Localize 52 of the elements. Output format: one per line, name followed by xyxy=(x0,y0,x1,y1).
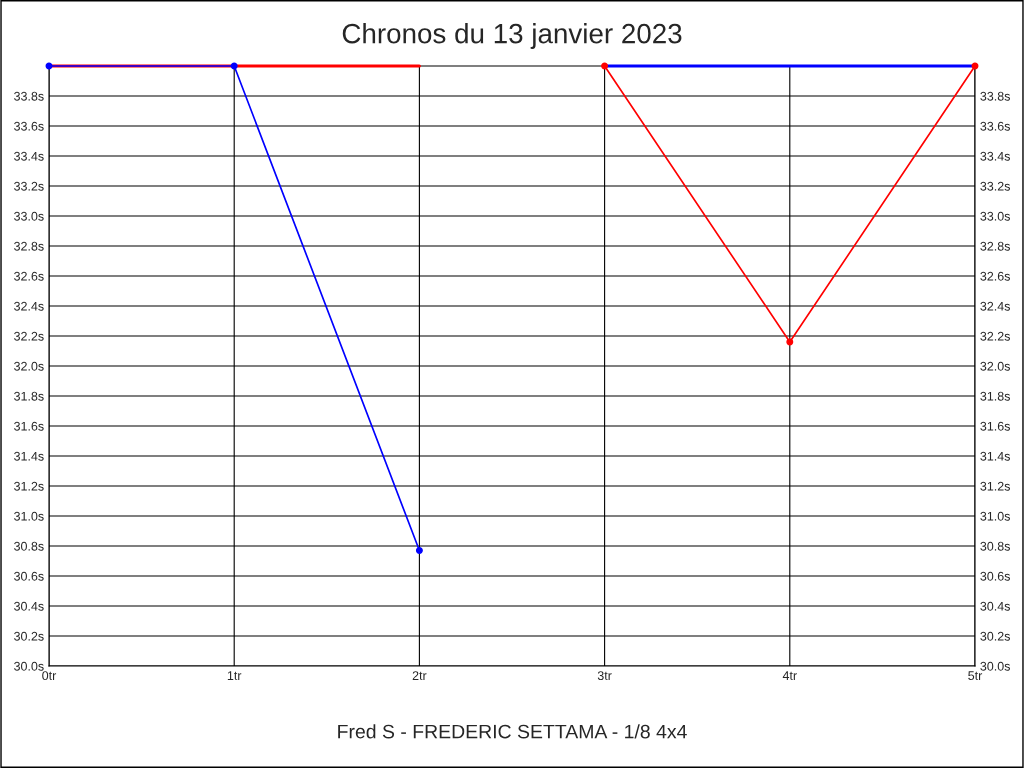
y2-tick-label: 30.0s xyxy=(980,661,1010,671)
y-tick-label: 32.8s xyxy=(14,241,44,251)
chart-title: Chronos du 13 janvier 2023 xyxy=(342,23,682,49)
y-tick-label: 32.6s xyxy=(14,271,44,281)
y-tick-label: 31.0s xyxy=(14,511,44,521)
y-tick-label: 30.4s xyxy=(14,601,44,611)
x-axis-title: Fred S - FREDERIC SETTAMA - 1/8 4x4 xyxy=(338,724,687,739)
point xyxy=(230,62,238,70)
y2-tick-label: 31.0s xyxy=(980,511,1010,521)
y-tick-label: 32.4s xyxy=(14,301,44,311)
y-tick-label: 33.2s xyxy=(14,181,44,191)
y-tick-label: 33.6s xyxy=(14,121,44,131)
y2-tick-label: 30.6s xyxy=(980,571,1010,581)
y2-tick-label: 32.2s xyxy=(980,331,1010,341)
y2-tick-label: 31.2s xyxy=(980,481,1010,491)
y-tick-label: 30.6s xyxy=(14,571,44,581)
y2-tick-label: 31.8s xyxy=(980,391,1010,401)
point xyxy=(786,338,794,346)
x-tick-label: 3tr xyxy=(597,671,612,681)
x-tick-label: 0tr xyxy=(42,671,57,681)
y2-tick-label: 33.4s xyxy=(980,151,1010,161)
y-tick-label: 31.2s xyxy=(14,481,44,491)
point xyxy=(415,547,423,554)
y-tick-label: 31.8s xyxy=(14,391,44,401)
y-tick-label: 31.6s xyxy=(14,421,44,431)
y2-tick-label: 30.2s xyxy=(980,631,1010,641)
y-tick-label: 32.2s xyxy=(14,331,44,341)
x-tick-label: 1tr xyxy=(227,671,242,681)
y-tick-label: 33.0s xyxy=(14,211,44,221)
y2-tick-label: 33.8s xyxy=(980,91,1010,101)
y2-tick-label: 33.2s xyxy=(980,181,1010,191)
y2-tick-label: 32.8s xyxy=(980,241,1010,251)
y-tick-label: 33.8s xyxy=(14,91,44,101)
y-tick-label: 30.8s xyxy=(14,541,44,551)
y-tick-label: 30.0s xyxy=(14,661,44,671)
y2-tick-label: 30.4s xyxy=(980,601,1010,611)
x-tick-label: 5tr xyxy=(968,671,983,681)
point xyxy=(601,62,609,70)
y-tick-label: 30.2s xyxy=(14,631,44,641)
y2-tick-label: 31.4s xyxy=(980,451,1010,461)
y2-tick-label: 32.0s xyxy=(980,361,1010,371)
y-tick-label: 33.4s xyxy=(14,151,44,161)
y2-tick-label: 30.8s xyxy=(980,541,1010,551)
x-tick-label: 2tr xyxy=(412,671,427,681)
y2-tick-label: 32.6s xyxy=(980,271,1010,281)
y2-tick-label: 33.6s xyxy=(980,121,1010,131)
x-tick-label: 4tr xyxy=(782,671,797,681)
y2-tick-label: 32.4s xyxy=(980,301,1010,311)
y2-tick-label: 31.6s xyxy=(980,421,1010,431)
y-tick-label: 32.0s xyxy=(14,361,44,371)
y2-tick-label: 33.0s xyxy=(980,211,1010,221)
y-tick-label: 31.4s xyxy=(14,451,44,461)
